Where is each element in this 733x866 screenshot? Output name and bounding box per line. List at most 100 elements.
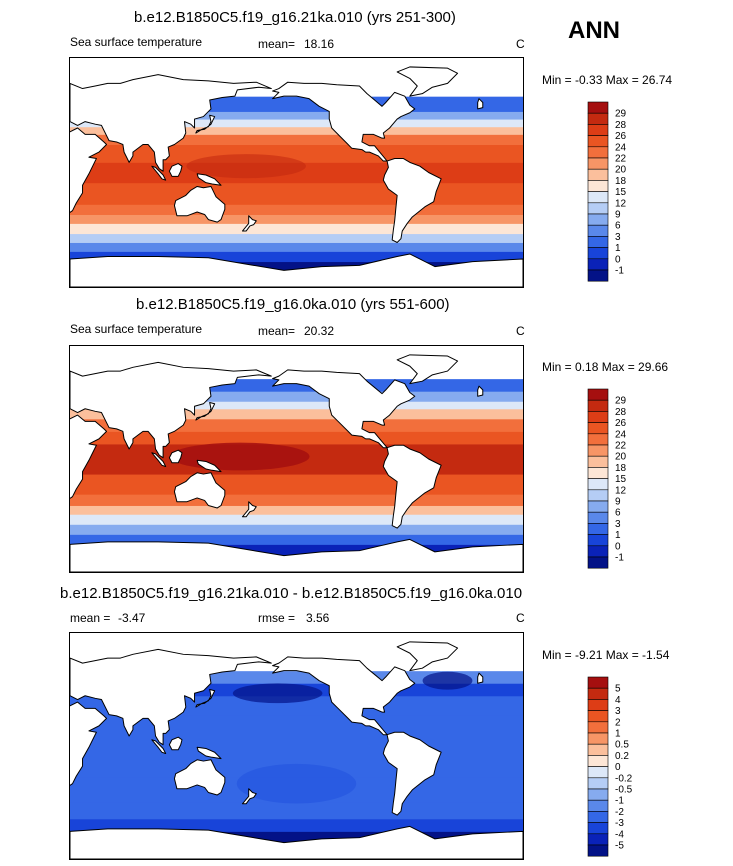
landmass bbox=[195, 689, 216, 708]
colorbar-tick-label: 15 bbox=[615, 187, 627, 198]
landmass bbox=[70, 74, 272, 172]
colorbar-tick-label: -1 bbox=[615, 553, 624, 564]
colorbar-swatch bbox=[587, 202, 609, 215]
landmass bbox=[168, 449, 183, 464]
panel2-units: C bbox=[516, 324, 525, 338]
colorbar-tick-label: 24 bbox=[615, 142, 627, 153]
colorbar-tick-label: -4 bbox=[615, 829, 624, 840]
landmass bbox=[168, 736, 183, 751]
colorbar-swatch bbox=[587, 732, 609, 745]
colorbar-tick-label: 3 bbox=[615, 519, 621, 530]
colorbar-swatch bbox=[587, 269, 609, 282]
landmass bbox=[70, 361, 272, 459]
landmass bbox=[195, 114, 216, 134]
panel3-mean-value: -3.47 bbox=[118, 611, 146, 625]
landmass bbox=[241, 215, 257, 232]
colorbar-swatch bbox=[587, 258, 609, 271]
colorbar-tick-label: 4 bbox=[615, 695, 621, 706]
coastlines bbox=[70, 66, 523, 287]
panel3-title: b.e12.B1850C5.f19_g16.21ka.010 - b.e12.B… bbox=[60, 585, 523, 602]
colorbar-tick-label: -3 bbox=[615, 818, 624, 829]
landmass bbox=[241, 788, 257, 805]
colorbar-tick-label: 29 bbox=[615, 396, 627, 407]
colorbar-swatch bbox=[587, 112, 609, 125]
colorbar-swatch bbox=[587, 676, 609, 689]
panel3-units: C bbox=[516, 611, 525, 625]
colorbar-swatch bbox=[587, 411, 609, 423]
landmass bbox=[196, 459, 222, 473]
landmass bbox=[151, 452, 167, 468]
colorbar-tick-label: 3 bbox=[615, 232, 621, 243]
landmass bbox=[477, 98, 484, 110]
colorbar-swatch bbox=[587, 500, 609, 513]
colorbar-tick-label: 28 bbox=[615, 120, 627, 131]
colorbar-swatch bbox=[587, 721, 609, 734]
landmass bbox=[477, 672, 484, 684]
colorbar-swatch bbox=[587, 545, 609, 558]
landmass bbox=[70, 127, 108, 213]
colorbar-swatch bbox=[587, 489, 609, 502]
colorbar-swatch bbox=[587, 844, 609, 857]
landmass bbox=[70, 253, 523, 287]
colorbar-tick-label: 3 bbox=[615, 706, 621, 717]
colorbar-swatch bbox=[587, 124, 609, 136]
landmass bbox=[272, 656, 416, 736]
panel1-mean-label: mean= bbox=[258, 37, 296, 51]
colorbar-tick-label: -1 bbox=[615, 266, 624, 277]
colorbar-swatch bbox=[587, 534, 609, 547]
colorbar-tick-label: -2 bbox=[615, 807, 624, 818]
landmass bbox=[396, 66, 459, 97]
colorbar-swatch bbox=[587, 777, 609, 790]
colorbar-swatch bbox=[587, 146, 609, 159]
landmass bbox=[196, 746, 222, 760]
colorbar-tick-label: 6 bbox=[615, 221, 621, 232]
landmass bbox=[70, 825, 523, 859]
panel3-colorbar: 5 4 3 2 1 0.5 0.2 0 -0.2 -0.5 -1 -2 -3 -4 -5 bbox=[587, 676, 657, 857]
landmass bbox=[151, 739, 167, 755]
landmass bbox=[272, 369, 416, 449]
colorbar-swatch bbox=[587, 444, 609, 457]
colorbar-swatch bbox=[587, 224, 609, 237]
panel1-minmax: Min = -0.33 Max = 26.74 bbox=[542, 73, 673, 87]
colorbar-tick-label: 28 bbox=[615, 407, 627, 418]
landmass bbox=[272, 81, 416, 162]
panel1-map bbox=[69, 57, 524, 288]
landmass bbox=[173, 472, 226, 509]
landmass bbox=[173, 185, 226, 223]
colorbar-swatch bbox=[587, 399, 609, 412]
panel1-variable-label: Sea surface temperature bbox=[70, 35, 203, 49]
colorbar-swatch bbox=[587, 811, 609, 823]
colorbar-tick-label: 1 bbox=[615, 530, 621, 541]
panel2-variable-label: Sea surface temperature bbox=[70, 322, 203, 336]
colorbar-swatch bbox=[587, 422, 609, 435]
landmass bbox=[396, 641, 459, 672]
colorbar-swatch bbox=[587, 523, 609, 535]
season-label: ANN bbox=[568, 17, 620, 44]
colorbar-tick-label: 0 bbox=[615, 541, 621, 552]
colorbar-swatch bbox=[587, 455, 609, 468]
panel2-title: b.e12.B1850C5.f19_g16.0ka.010 (yrs 551-6… bbox=[136, 296, 450, 313]
landmass bbox=[173, 759, 226, 796]
colorbar-swatch bbox=[587, 766, 609, 779]
panel1-title: b.e12.B1850C5.f19_g16.21ka.010 (yrs 251-… bbox=[134, 9, 456, 26]
colorbar-swatch bbox=[587, 478, 609, 491]
colorbar-tick-label: 18 bbox=[615, 463, 627, 474]
colorbar-swatch bbox=[587, 699, 609, 711]
landmass bbox=[70, 414, 108, 499]
colorbar-tick-label: 1 bbox=[615, 729, 621, 740]
landmass bbox=[382, 158, 442, 244]
landmass bbox=[70, 701, 108, 786]
panel1-mean-value: 18.16 bbox=[304, 37, 335, 51]
landmass bbox=[241, 501, 257, 518]
colorbar-swatch bbox=[587, 687, 609, 700]
panel3-mean-label: mean = bbox=[70, 611, 111, 625]
landmass bbox=[396, 354, 459, 385]
colorbar-tick-label: 5 bbox=[615, 684, 621, 695]
panel3-rmse-label: rmse = bbox=[258, 611, 296, 625]
colorbar-tick-label: 0.2 bbox=[615, 751, 629, 762]
colorbar-swatch bbox=[587, 743, 609, 756]
colorbar-swatch bbox=[587, 710, 609, 723]
panel3-map bbox=[69, 632, 524, 860]
colorbar-swatch bbox=[587, 799, 609, 812]
colorbar-swatch bbox=[587, 168, 609, 181]
